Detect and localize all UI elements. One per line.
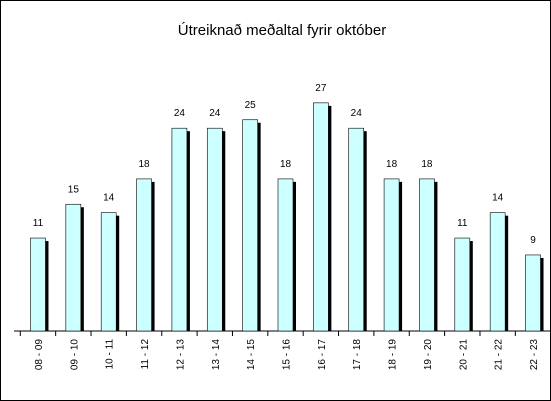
value-label: 24 [209,108,221,119]
x-tick-label: 22 - 23 [529,339,540,371]
x-tick-label: 14 - 15 [246,339,257,371]
bar [136,178,152,332]
bar [277,178,294,332]
bar [206,127,223,332]
x-tick-label: 09 - 10 [69,339,80,371]
bar [525,254,541,332]
value-label: 24 [351,108,363,119]
x-tick-label: 17 - 18 [352,339,363,371]
bar [313,102,329,332]
value-label: 25 [245,100,257,111]
value-label: 24 [174,108,186,119]
value-label: 18 [280,159,292,170]
value-label: 27 [315,83,327,94]
value-label: 18 [138,159,150,170]
x-tick-label: 18 - 19 [388,339,399,371]
bar [65,203,82,332]
x-tick-label: 11 - 12 [140,339,151,370]
x-tick-label: 08 - 09 [34,339,45,371]
x-tick-label: 13 - 14 [211,339,222,371]
bar [489,212,506,332]
value-label: 15 [68,184,80,195]
bar [30,237,46,332]
value-label: 14 [492,193,504,204]
value-label: 14 [103,193,115,204]
x-tick-label: 15 - 16 [282,339,293,371]
bar [100,212,117,332]
bar [419,178,435,332]
bar [242,119,258,332]
x-tick-label: 19 - 20 [423,339,434,371]
x-tick-label: 21 - 22 [494,339,505,371]
x-tick-label: 10 - 11 [105,339,116,370]
value-label: 18 [421,159,433,170]
x-tick-label: 20 - 21 [458,339,469,371]
value-label: 11 [33,218,44,229]
bar [171,127,188,332]
x-tick-label: 16 - 17 [317,339,328,371]
value-label: 9 [530,235,536,246]
bar [454,237,471,332]
x-tick-label: 12 - 13 [175,339,186,371]
value-label: 11 [457,218,468,229]
bar [348,127,365,332]
bar [383,178,400,332]
value-label: 18 [386,159,398,170]
chart-title: Útreiknað meðaltal fyrir október [178,22,386,39]
